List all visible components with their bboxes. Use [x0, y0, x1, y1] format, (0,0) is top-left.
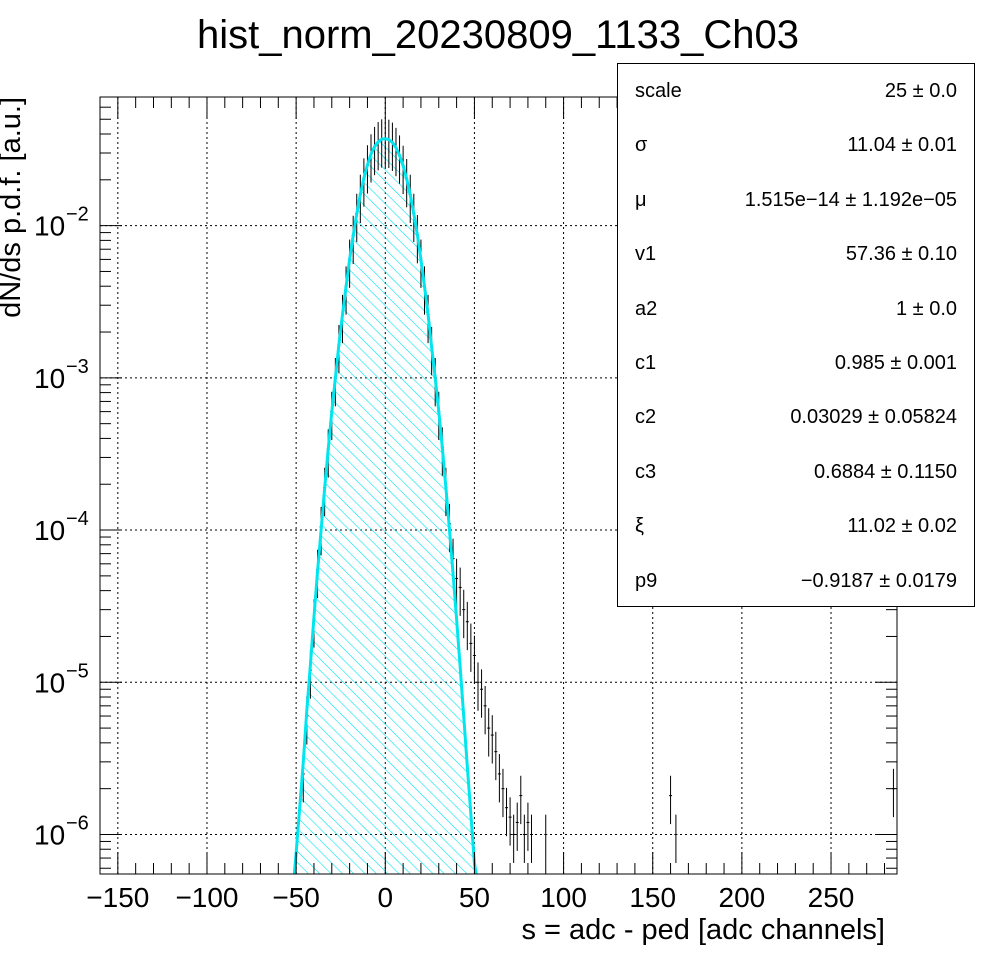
stats-param-value: 1.515e−14 ± 1.192e−05 [744, 188, 957, 211]
x-tick-label: −100 [175, 882, 238, 913]
stats-row: v1 57.36 ± 0.10 [618, 227, 974, 281]
stats-param-value: 0.03029 ± 0.05824 [790, 406, 957, 429]
x-tick-label: −150 [86, 882, 149, 913]
y-axis-label: dN/ds p.d.f. [a.u.] [0, 97, 27, 318]
stats-param-name: scale [635, 80, 682, 102]
stats-param-value: 11.02 ± 0.02 [847, 515, 957, 538]
stats-param-value: 0.6884 ± 0.1150 [814, 460, 957, 483]
stats-param-name: c3 [635, 460, 657, 483]
stats-param-name: μ [635, 188, 647, 211]
x-tick-label: −50 [272, 882, 320, 913]
stats-row: c1 0.985 ± 0.001 [618, 336, 974, 390]
stats-param-value: 25 ± 0.0 [884, 80, 957, 102]
stats-param-value: −0.9187 ± 0.0179 [800, 569, 957, 592]
x-tick-label: 0 [377, 882, 393, 913]
fit-curve [292, 137, 478, 875]
stats-param-name: σ [635, 134, 648, 157]
stats-param-value: 1 ± 0.0 [895, 297, 957, 320]
stats-param-name: c1 [635, 352, 657, 374]
stats-row: c2 0.03029 ± 0.05824 [618, 390, 974, 444]
y-tick-exponent: −3 [66, 356, 89, 378]
chart-title: hist_norm_20230809_1133_Ch03 [197, 13, 799, 57]
x-tick-label: 50 [459, 882, 490, 913]
y-tick-label: 10 [34, 363, 65, 394]
stats-param-value: 0.985 ± 0.001 [834, 352, 957, 374]
stats-param-value: 57.36 ± 0.10 [845, 243, 957, 266]
y-tick-label: 10 [34, 515, 65, 546]
y-tick-label: 10 [34, 667, 65, 698]
stats-row: c3 0.6884 ± 0.1150 [618, 445, 974, 499]
stats-param-name: a2 [635, 297, 658, 320]
fit-stats-box: scale 25 ± 0.0 σ 11.04 ± 0.01 μ 1.515e−14 ± 1… [617, 63, 975, 607]
stats-param-name: v1 [635, 243, 657, 266]
stats-row: scale 25 ± 0.0 [618, 64, 974, 118]
y-tick-exponent: −6 [66, 812, 89, 834]
stats-param-name: ξ [635, 515, 644, 538]
stats-row: σ 11.04 ± 0.01 [618, 118, 974, 172]
stats-row: p9 −0.9187 ± 0.0179 [618, 554, 974, 608]
y-tick-exponent: −5 [66, 660, 89, 682]
y-tick-label: 10 [34, 211, 65, 242]
stats-param-value: 11.04 ± 0.01 [847, 134, 957, 157]
fit-curve-layer [292, 137, 478, 875]
x-tick-label: 100 [540, 882, 587, 913]
fit-hatched-fill [294, 138, 477, 875]
stats-row: ξ 11.02 ± 0.02 [618, 499, 974, 553]
x-tick-label: 150 [629, 882, 676, 913]
stats-row: μ 1.515e−14 ± 1.192e−05 [618, 173, 974, 227]
x-axis-label: s = adc - ped [adc channels] [521, 914, 885, 946]
stats-param-name: c2 [635, 406, 657, 429]
x-tick-label: 200 [719, 882, 766, 913]
fit-fill-layer [294, 138, 477, 875]
stats-row: a2 1 ± 0.0 [618, 282, 974, 336]
stats-param-name: p9 [635, 569, 658, 592]
y-tick-exponent: −4 [66, 508, 89, 530]
y-tick-exponent: −2 [66, 204, 89, 226]
y-tick-label: 10 [34, 819, 65, 850]
x-tick-label: 250 [808, 882, 855, 913]
